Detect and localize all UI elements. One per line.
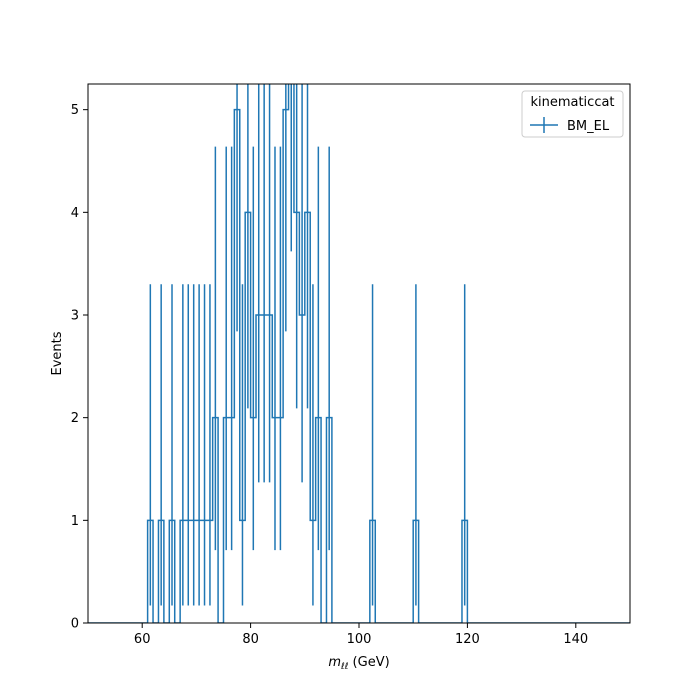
x-axis: 60 80 100 120 140	[134, 623, 588, 647]
y-axis-label: Events	[50, 331, 65, 375]
x-tick-label: 120	[455, 632, 480, 647]
y-tick-label: 4	[71, 206, 79, 221]
y-tick-label: 1	[71, 514, 79, 529]
legend: kinematiccat BM_EL	[521, 90, 624, 138]
x-tick-label: 140	[563, 632, 588, 647]
legend-title: kinematiccat	[530, 95, 614, 110]
y-tick-label: 3	[71, 309, 79, 324]
x-tick-label: 60	[134, 632, 151, 647]
x-tick-label: 100	[347, 632, 372, 647]
y-tick-label: 5	[71, 103, 79, 118]
x-tick-label: 80	[242, 632, 259, 647]
plot-area-background	[88, 84, 630, 623]
series-layer	[88, 84, 630, 623]
y-axis: 0 1 2 3 4 5	[71, 103, 88, 632]
legend-entry-label: BM_EL	[567, 119, 610, 134]
x-axis-label: mℓℓ (GeV)	[328, 655, 389, 672]
y-tick-label: 0	[71, 617, 79, 632]
y-tick-label: 2	[71, 411, 79, 426]
